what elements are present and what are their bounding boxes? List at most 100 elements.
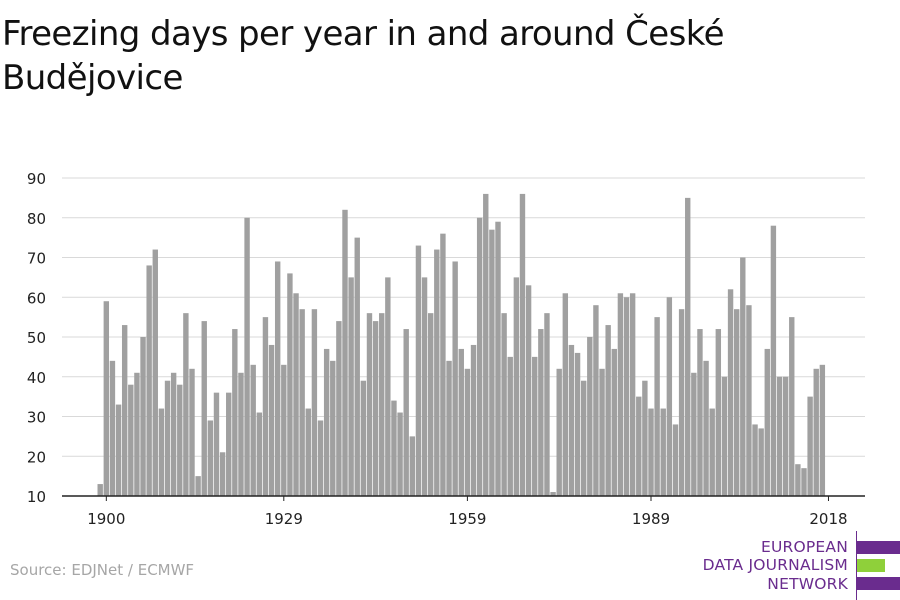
bar xyxy=(691,372,697,496)
bar xyxy=(721,376,728,496)
bar xyxy=(611,348,617,496)
bar xyxy=(342,209,348,497)
bar xyxy=(434,249,440,496)
y-tick-label: 70 xyxy=(27,250,46,268)
bar xyxy=(287,273,293,496)
bar xyxy=(813,368,819,496)
bar xyxy=(244,217,250,496)
bar xyxy=(489,229,495,497)
bar xyxy=(629,293,636,496)
bar xyxy=(538,329,544,496)
bar xyxy=(256,412,263,496)
logo-line-european: EUROPEAN xyxy=(760,538,848,556)
bar xyxy=(421,277,428,496)
bar xyxy=(250,364,256,496)
bar xyxy=(379,313,385,496)
x-tick-label: 1900 xyxy=(87,510,125,528)
bar xyxy=(372,321,379,496)
bar xyxy=(115,404,122,496)
bar xyxy=(189,368,195,496)
bar xyxy=(770,225,777,496)
bar xyxy=(642,380,648,496)
logo-line-network: NETWORK xyxy=(767,575,848,593)
logo-line-data-journalism: DATA JOURNALISM xyxy=(702,556,848,574)
bar xyxy=(727,289,734,496)
bar xyxy=(121,325,128,496)
bar xyxy=(207,420,214,496)
y-tick-label: 60 xyxy=(27,289,46,307)
bar xyxy=(574,352,581,496)
bar xyxy=(819,364,826,496)
bar xyxy=(623,297,630,496)
bar xyxy=(464,368,471,496)
bar xyxy=(274,261,281,496)
bar xyxy=(807,396,813,496)
bar xyxy=(140,337,146,496)
bar xyxy=(317,420,324,496)
bar xyxy=(170,372,177,496)
bar xyxy=(109,360,116,496)
bar xyxy=(360,380,367,496)
bar xyxy=(366,313,373,496)
bar xyxy=(201,321,207,496)
bar xyxy=(330,360,336,496)
bar xyxy=(177,384,183,496)
bar xyxy=(593,305,599,496)
bar xyxy=(678,309,685,496)
bar xyxy=(323,348,330,496)
bar xyxy=(128,384,134,496)
bar xyxy=(164,380,171,496)
bar xyxy=(146,265,152,496)
bar xyxy=(183,313,189,496)
logo-bar-green xyxy=(857,559,885,572)
bar xyxy=(605,325,611,496)
bar xyxy=(281,364,287,496)
y-tick-label: 30 xyxy=(27,409,46,427)
bar xyxy=(134,372,140,496)
bar xyxy=(617,293,624,496)
bar xyxy=(685,197,691,496)
bar xyxy=(544,313,550,496)
bar xyxy=(795,464,801,496)
chart-title: Freezing days per year in and around Čes… xyxy=(2,14,724,98)
bar xyxy=(654,317,660,496)
bar xyxy=(660,408,666,496)
bar xyxy=(336,321,342,496)
bar xyxy=(519,193,526,496)
source-note: Source: EDJNet / ECMWF xyxy=(10,561,195,579)
bar xyxy=(507,356,513,496)
bar xyxy=(354,237,360,496)
bar xyxy=(305,408,311,496)
bar xyxy=(556,368,562,496)
bar xyxy=(238,372,244,496)
bar xyxy=(232,329,238,496)
bar xyxy=(152,249,158,496)
bar xyxy=(397,412,403,496)
bar xyxy=(458,348,464,496)
bar xyxy=(758,428,764,496)
bar xyxy=(740,257,746,496)
bar xyxy=(262,317,269,496)
logo-bar-purple-top xyxy=(857,541,900,554)
bar xyxy=(268,344,275,496)
bar xyxy=(733,309,740,496)
bar xyxy=(226,392,232,496)
bar xyxy=(195,476,201,496)
bar xyxy=(476,217,483,496)
bar xyxy=(525,285,532,496)
bar xyxy=(703,360,709,496)
bar xyxy=(580,380,587,496)
bar xyxy=(513,277,520,496)
bar xyxy=(764,348,770,496)
bar xyxy=(385,277,391,496)
axes: 10 20 30 40 50 60 70 80 90 1900 1929 1959 1989 2018 xyxy=(27,170,865,528)
bar xyxy=(501,313,507,496)
bar xyxy=(789,317,795,496)
edjnet-logo: EUROPEAN DATA JOURNALISM NETWORK xyxy=(700,531,900,600)
x-tick-label: 1989 xyxy=(632,510,670,528)
bar xyxy=(562,293,569,496)
bar xyxy=(746,305,752,496)
bar xyxy=(801,468,807,496)
bar xyxy=(103,301,110,496)
bar xyxy=(311,309,318,496)
